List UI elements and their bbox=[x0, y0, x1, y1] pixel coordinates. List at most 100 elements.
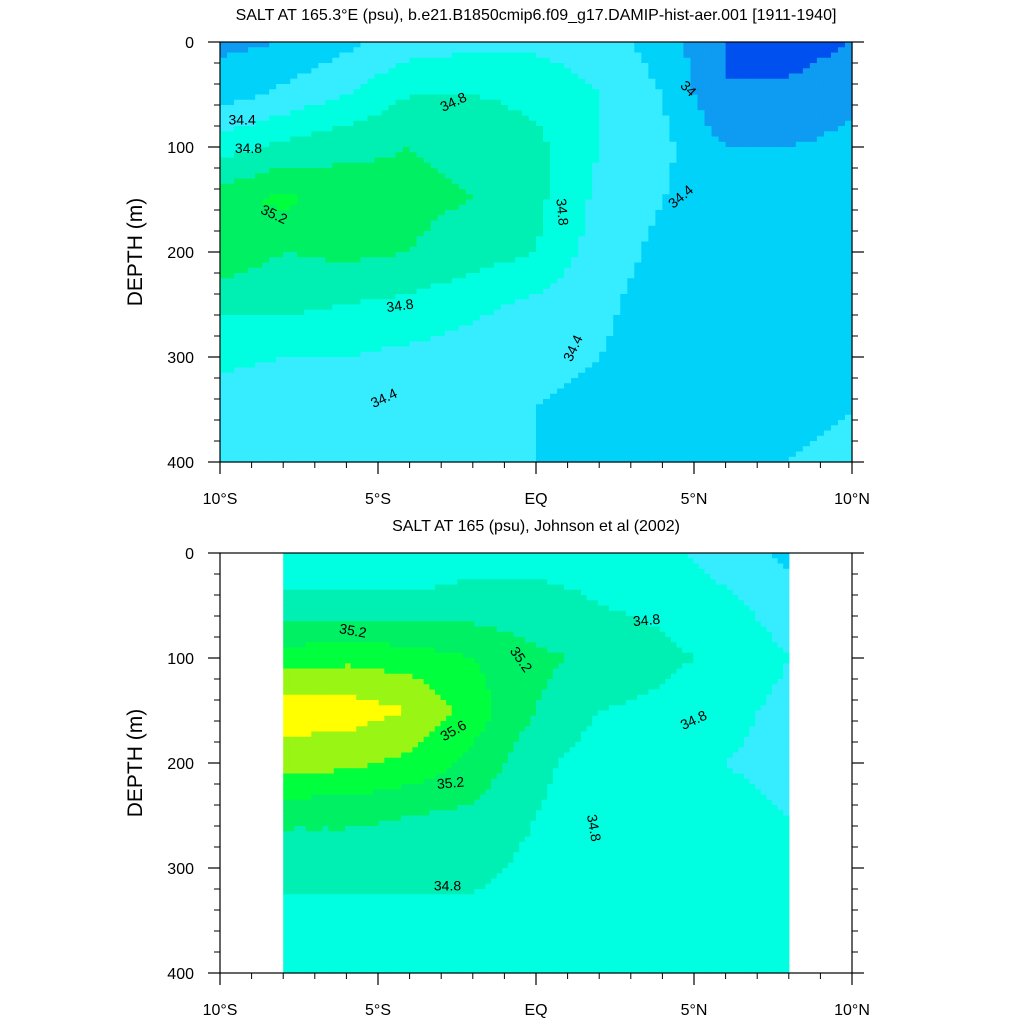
contour-cell bbox=[423, 199, 432, 206]
contour-cell bbox=[332, 273, 340, 279]
contour-cell bbox=[606, 63, 614, 69]
contour-cell bbox=[662, 152, 671, 159]
contour-cell bbox=[627, 115, 635, 122]
contour-cell bbox=[704, 63, 713, 69]
contour-cell bbox=[669, 257, 678, 264]
contour-cell bbox=[451, 42, 460, 48]
contour-cell bbox=[360, 225, 369, 232]
contour-cell bbox=[395, 231, 404, 237]
contour-cell bbox=[760, 120, 769, 127]
contour-cell bbox=[409, 63, 418, 69]
contour-cell bbox=[627, 157, 635, 164]
contour-cell bbox=[585, 89, 593, 96]
contour-cell bbox=[606, 141, 614, 148]
contour-cell bbox=[332, 115, 340, 122]
contour-cell bbox=[325, 246, 333, 253]
contour-cell bbox=[430, 278, 439, 285]
contour-cell bbox=[507, 183, 516, 190]
contour-cell bbox=[507, 320, 516, 327]
contour-cell bbox=[725, 273, 734, 279]
contour-cell bbox=[388, 330, 397, 337]
contour-cell bbox=[360, 267, 369, 274]
contour-cell bbox=[571, 278, 579, 285]
contour-cell bbox=[781, 57, 790, 64]
contour-cell bbox=[774, 162, 783, 169]
contour-cell bbox=[367, 257, 376, 264]
contour-cell bbox=[444, 126, 453, 132]
contour-cell bbox=[241, 68, 249, 75]
contour-cell bbox=[564, 183, 572, 190]
contour-cell bbox=[269, 89, 277, 96]
contour-cell bbox=[255, 99, 263, 106]
contour-cell bbox=[592, 299, 600, 306]
contour-cell bbox=[493, 89, 502, 96]
contour-cell bbox=[732, 267, 741, 274]
contour-cell bbox=[788, 131, 797, 138]
contour-cell bbox=[360, 73, 369, 80]
contour-cell bbox=[423, 162, 432, 169]
contour-cell bbox=[816, 231, 825, 237]
contour-cell bbox=[528, 288, 537, 295]
contour-cell bbox=[521, 141, 530, 148]
contour-cell bbox=[325, 288, 333, 295]
contour-cell bbox=[550, 78, 558, 85]
contour-cell bbox=[676, 294, 685, 300]
contour-cell bbox=[248, 110, 256, 117]
contour-cell bbox=[690, 267, 699, 274]
contour-cell bbox=[220, 299, 228, 306]
contour-cell bbox=[304, 126, 312, 132]
contour-cell bbox=[220, 162, 228, 169]
contour-cell bbox=[269, 294, 277, 300]
contour-cell bbox=[437, 173, 446, 180]
contour-cell bbox=[353, 141, 362, 148]
contour-cell bbox=[451, 309, 460, 316]
contour-cell bbox=[241, 42, 249, 48]
contour-cell bbox=[269, 325, 277, 332]
contour-cell bbox=[655, 131, 663, 138]
contour-cell bbox=[479, 267, 488, 274]
contour-cell bbox=[725, 309, 734, 316]
contour-cell bbox=[227, 110, 235, 117]
contour-cell bbox=[578, 204, 586, 211]
contour-cell bbox=[514, 99, 523, 106]
contour-cell bbox=[802, 246, 811, 253]
contour-cell bbox=[739, 47, 748, 54]
contour-cell bbox=[592, 283, 600, 290]
contour-cell bbox=[360, 246, 369, 253]
contour-cell bbox=[599, 178, 607, 185]
contour-cell bbox=[325, 199, 333, 206]
contour-cell bbox=[241, 136, 249, 143]
contour-cell bbox=[627, 84, 635, 90]
contour-cell bbox=[571, 273, 579, 279]
contour-cell bbox=[669, 309, 678, 316]
contour-cell bbox=[472, 215, 481, 222]
contour-cell bbox=[732, 315, 741, 321]
contour-cell bbox=[339, 309, 347, 316]
contour-cell bbox=[521, 162, 530, 169]
contour-cell bbox=[697, 283, 706, 290]
contour-cell bbox=[255, 299, 263, 306]
contour-cell bbox=[823, 262, 832, 269]
contour-cell bbox=[353, 315, 362, 321]
contour-cell bbox=[690, 299, 699, 306]
contour-cell bbox=[465, 178, 474, 185]
contour-cell bbox=[802, 110, 811, 117]
contour-cell bbox=[613, 99, 621, 106]
contour-cell bbox=[795, 78, 804, 85]
contour-cell bbox=[479, 246, 488, 253]
contour-cell bbox=[444, 52, 453, 59]
contour-cell bbox=[528, 231, 537, 237]
contour-cell bbox=[423, 330, 432, 337]
contour-cell bbox=[395, 47, 404, 54]
contour-cell bbox=[683, 115, 692, 122]
contour-cell bbox=[816, 131, 825, 138]
contour-cell bbox=[571, 246, 579, 253]
contour-cell bbox=[332, 204, 340, 211]
contour-cell bbox=[711, 220, 720, 227]
contour-cell bbox=[353, 162, 362, 169]
contour-cell bbox=[809, 147, 818, 153]
contour-cell bbox=[641, 78, 649, 85]
contour-cell bbox=[395, 262, 404, 269]
contour-cell bbox=[472, 320, 481, 327]
contour-cell bbox=[241, 246, 249, 253]
